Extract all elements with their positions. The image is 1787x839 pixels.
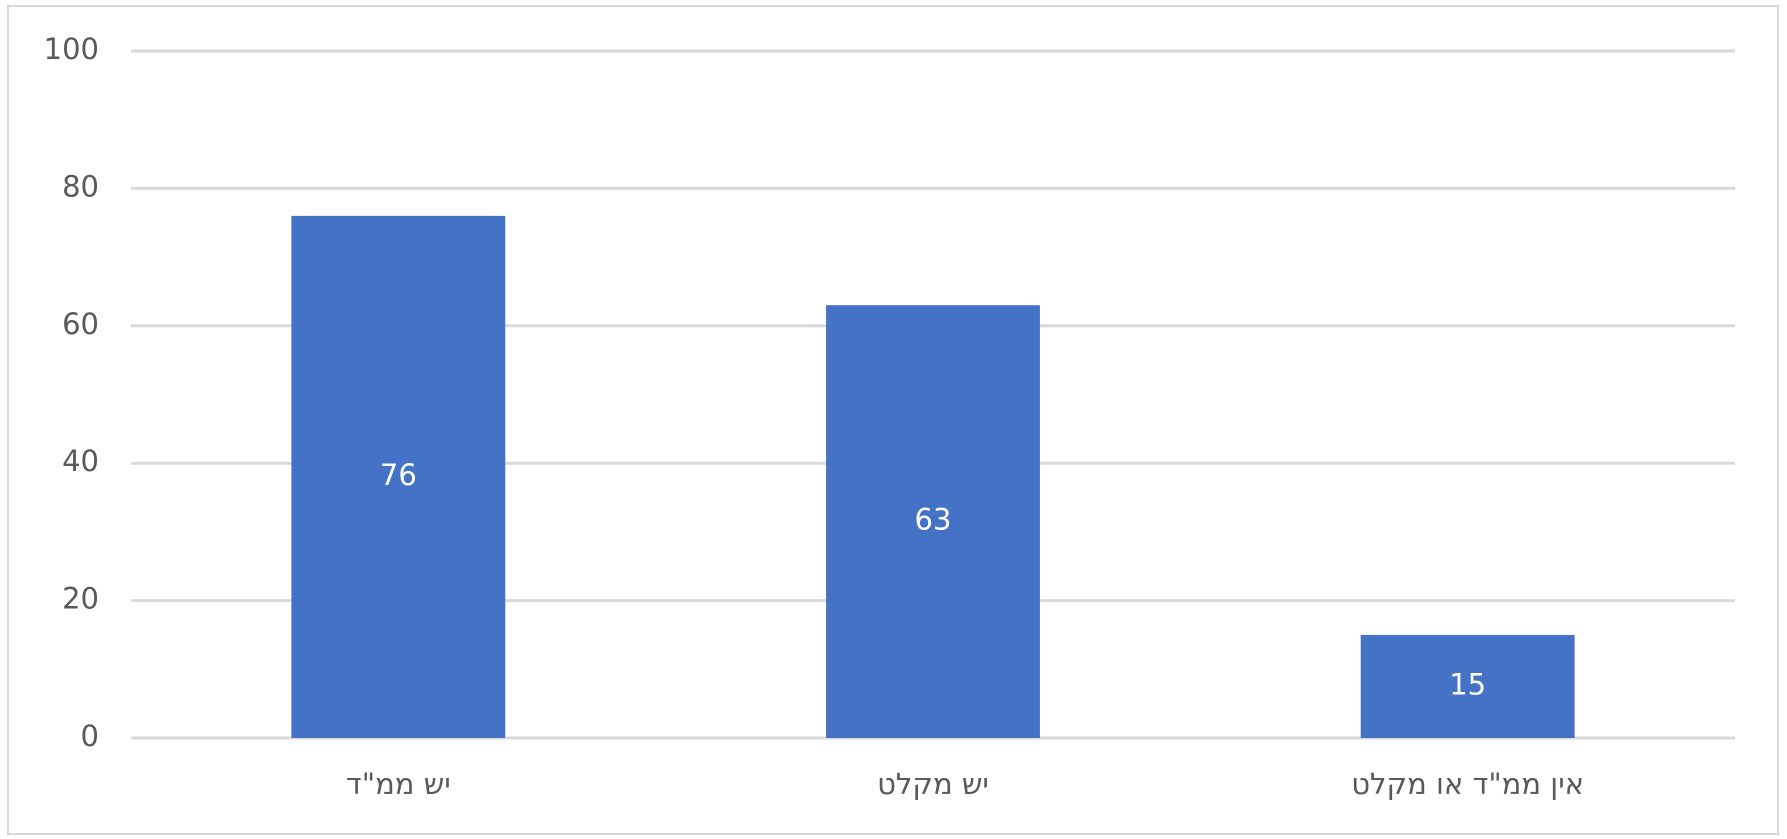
x-tick-label: יש ממ"ד: [346, 767, 451, 801]
data-label: 63: [915, 503, 952, 537]
data-label: 76: [380, 458, 417, 492]
data-label: 15: [1449, 667, 1486, 701]
y-tick-label: 40: [62, 444, 99, 478]
bar: [291, 215, 506, 738]
y-tick-label: 100: [44, 32, 99, 66]
y-tick-label: 80: [62, 169, 99, 203]
x-tick-label: אין ממ"ד או מקלט: [1351, 767, 1584, 801]
x-tick-label: יש מקלט: [877, 767, 989, 801]
y-tick-label: 60: [62, 307, 99, 341]
y-tick-label: 20: [62, 582, 99, 616]
y-tick-label: 0: [81, 719, 99, 753]
bar: [826, 305, 1040, 738]
bar: [1360, 634, 1575, 738]
